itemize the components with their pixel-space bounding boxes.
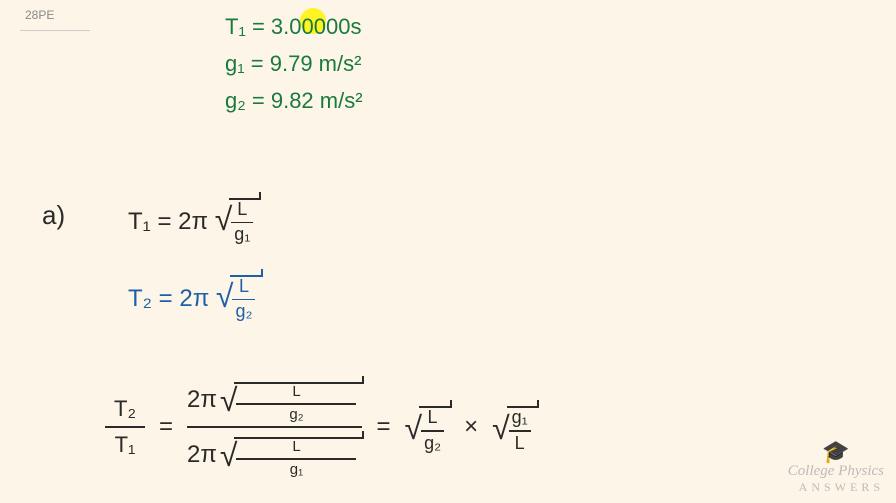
equation-t1: T₁ = 2π √ L g₁ [128, 195, 259, 242]
coeff: 2π [187, 441, 217, 469]
coeff: 2π [187, 386, 217, 414]
sqrt-block: √ L g₂ [405, 406, 451, 453]
frac-den: T₁ [112, 430, 139, 460]
equals-sign: = [157, 208, 178, 235]
divider-line [20, 30, 90, 31]
given-t1: T₁ = 3.00000s [225, 10, 896, 43]
given-g2: g₂ = 9.82 m/s² [225, 84, 896, 117]
equals-sign: = [159, 413, 173, 441]
watermark-subtitle: ANSWERS [788, 480, 884, 495]
eq1-coeff: 2π [178, 208, 208, 235]
sqrt-block: √ L g₁ [215, 198, 260, 245]
part-a-label: a) [42, 200, 65, 231]
fraction: L g₂ [232, 277, 255, 322]
big-frac-num: 2π √ L g₂ [187, 375, 362, 424]
watermark-logo: 🎓 College Physics ANSWERS [788, 439, 884, 495]
fraction-big: 2π √ L g₂ 2π √ [187, 375, 362, 479]
frac-num: T₂ [111, 394, 139, 424]
given-g1: g₁ = 9.79 m/s² [225, 47, 896, 80]
given-values-block: T₁ = 3.00000s g₁ = 9.79 m/s² g₂ = 9.82 m… [225, 10, 896, 117]
sqrt-block: √ L g₂ [216, 275, 262, 322]
problem-label: 28PE [25, 8, 54, 22]
frac-num: L [234, 200, 250, 220]
equation-t2: T₂ = 2π √ L g₂ [128, 272, 261, 319]
frac-den: g₁ [231, 225, 253, 245]
multiply-sign: × [464, 413, 478, 441]
frac-num: L [236, 277, 252, 297]
frac-den: g₂ [232, 302, 255, 322]
big-frac-den: 2π √ L g₁ [187, 430, 362, 479]
eq1-lhs: T₁ [128, 208, 151, 235]
watermark-title: College Physics [788, 463, 884, 480]
sqrt-block: √ g₁ L [492, 406, 537, 453]
sqrt-content: L g₁ [229, 198, 259, 245]
graduation-cap-icon: 🎓 [788, 439, 884, 465]
fraction: L g₁ [231, 200, 253, 245]
eq2-lhs: T₂ [128, 285, 152, 312]
equals-sign: = [376, 413, 390, 441]
eq2-coeff: 2π [179, 285, 209, 312]
equation-ratio: T₂ T₁ = 2π √ L g₂ 2π √ [105, 375, 537, 479]
equals-sign: = [159, 285, 180, 312]
sqrt-content: L g₂ [230, 275, 261, 322]
fraction-t2-over-t1: T₂ T₁ [105, 394, 145, 459]
